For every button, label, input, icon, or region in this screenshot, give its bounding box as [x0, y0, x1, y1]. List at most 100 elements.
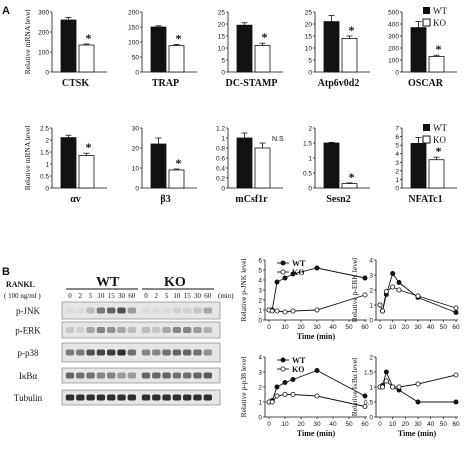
legend-marker [280, 260, 286, 266]
blot-band [107, 372, 116, 379]
y-tick-label: 2 [258, 385, 262, 392]
blot-band [141, 307, 151, 314]
blot-band [127, 307, 136, 314]
x-tick-label: 0 [378, 324, 382, 331]
blot-band [65, 327, 75, 333]
y-tick-label: 2 [369, 288, 373, 295]
legend-label: WT [292, 259, 306, 268]
y-tick-label: 1 [45, 162, 49, 169]
y-tick-label: 300 [388, 34, 399, 41]
y-tick-label: 0 [369, 415, 373, 422]
significance-marker: * [436, 42, 442, 56]
chart-title: DC-STAMP [225, 78, 277, 89]
bar-wt [60, 19, 77, 73]
blot-band [172, 349, 182, 356]
data-point-wt [290, 271, 296, 277]
blot-timepoint-6: 60 [128, 292, 136, 300]
data-point-ko [290, 391, 296, 397]
x-tick-label: 50 [345, 324, 353, 331]
western-blot: RANKL ( 100 ng/ml ) WT KO 0 2 5 10 15 30 60 0 2 5… [4, 275, 234, 406]
y-tick-label: 0 [221, 70, 225, 77]
blot-band [86, 372, 95, 379]
bar-wt [323, 21, 340, 73]
chart-title: Sesn2 [326, 194, 350, 205]
blot-group-ko: KO [164, 275, 186, 290]
chart-title: CTSK [62, 78, 89, 89]
y-tick-label: 25 [218, 10, 226, 17]
blot-band [172, 394, 182, 401]
blot-band [193, 349, 202, 356]
blot-band [76, 394, 85, 401]
bar-ko [254, 147, 271, 189]
x-tick-label: 50 [345, 421, 353, 428]
x-axis-label: Time (min) [398, 429, 437, 438]
x-tick-label: 50 [440, 324, 448, 331]
blot-timepoint-10: 10 [173, 292, 181, 300]
y-axis-label: Relative mRNA level [23, 126, 32, 191]
x-tick-label: 10 [281, 421, 289, 428]
significance-marker: * [176, 156, 182, 170]
blot-timepoint-0: 0 [68, 292, 72, 300]
blot-row: p-ERK [15, 321, 221, 339]
legend-wt-label: WT [433, 6, 447, 16]
blot-band [162, 327, 171, 333]
y-tick-label: 0.2 [216, 176, 225, 183]
bar-wt [236, 24, 253, 73]
y-tick-label: 1.5 [40, 150, 49, 157]
legend-label: WT [292, 356, 306, 365]
blot-timepoint-2: 5 [89, 292, 93, 300]
blot-band [141, 327, 151, 333]
blot-timepoint-12: 30 [194, 292, 202, 300]
blot-band [152, 307, 161, 314]
chart-title: mCsf1r [235, 194, 268, 205]
y-tick-label: 0.6 [216, 156, 225, 163]
y-tick-label: 6 [258, 258, 262, 265]
y-tick-label: 100 [128, 40, 139, 47]
bar-wt [150, 26, 167, 73]
blot-timepoint-5: 30 [118, 292, 126, 300]
bar-wt [323, 142, 340, 189]
y-tick-label: 10 [132, 166, 140, 173]
blot-band [76, 349, 85, 356]
blot-time-unit: (min) [218, 292, 234, 300]
bar-ko [428, 56, 445, 73]
y-tick-label: 5 [258, 268, 262, 275]
y-tick-label: 3 [258, 370, 262, 377]
y-tick-label: 2 [395, 168, 399, 175]
x-tick-label: 50 [440, 421, 448, 428]
data-point-ko [383, 288, 389, 294]
y-tick-label: 20 [305, 22, 313, 29]
data-point-ko [453, 305, 459, 311]
significance-marker: * [86, 140, 92, 154]
bar-chart-trap: 0 50 100 150 200 * TRAP [128, 10, 197, 89]
data-point-ko [290, 308, 296, 314]
y-tick-label: 20 [218, 22, 226, 29]
blot-band [203, 307, 212, 314]
blot-band [127, 394, 136, 401]
chart-title: TRAP [152, 78, 179, 89]
blot-band [152, 349, 161, 356]
data-point-ko [390, 284, 396, 290]
data-point-ko [314, 393, 320, 399]
bar-chart-v: 0 0.5 1 1.5 2 2.5 * αv Relative mRNA level [23, 126, 107, 205]
chart-title: OSCAR [408, 78, 444, 89]
chart-title: β3 [160, 194, 170, 205]
y-tick-label: 0 [308, 186, 312, 193]
x-tick-label: 30 [414, 324, 422, 331]
y-tick-label: 2.5 [40, 126, 49, 133]
blot-band [96, 349, 106, 356]
data-point-ko [282, 391, 288, 397]
blot-band [203, 372, 212, 379]
blot-band [203, 349, 212, 356]
y-tick-label: 2 [308, 126, 312, 133]
blot-band [172, 372, 182, 379]
blot-band [65, 372, 75, 379]
y-tick-label: 0.8 [216, 146, 225, 153]
y-tick-label: 0 [135, 70, 139, 77]
blot-row: p-JNK [16, 301, 221, 320]
data-point-ko [415, 381, 421, 387]
x-tick-label: 10 [389, 421, 397, 428]
